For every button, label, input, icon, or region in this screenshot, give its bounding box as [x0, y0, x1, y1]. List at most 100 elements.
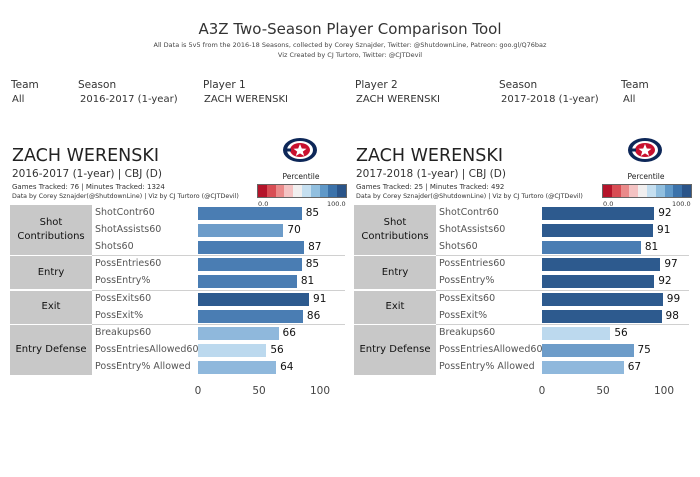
team-filter-right-label: Team: [621, 79, 649, 91]
metric-bar[interactable]: [198, 207, 302, 220]
x-tick-label: 100: [309, 385, 331, 397]
x-tick-label: 50: [252, 385, 266, 397]
team-filter-left[interactable]: All: [12, 94, 25, 105]
metric-bar[interactable]: [542, 326, 611, 340]
legend-swatch: [611, 185, 621, 197]
blue-jackets-logo-icon: [283, 138, 317, 162]
metric-bar[interactable]: [542, 360, 624, 374]
metric-bar[interactable]: [198, 326, 279, 340]
metric-label: ShotContr60: [95, 207, 155, 218]
legend-swatch: [293, 185, 302, 197]
viz-credit-note: Viz Created by CJ Turtoro, Twitter: @CJT…: [277, 51, 423, 59]
left-legend-max: 100.0: [327, 200, 346, 208]
metric-value: 91: [313, 292, 327, 305]
player-1-filter-label: Player 1: [203, 79, 246, 91]
metric-value: 75: [637, 343, 651, 356]
metric-bar[interactable]: [542, 275, 655, 289]
legend-swatch: [673, 185, 683, 197]
metric-label: PossEntriesAllowed60: [439, 343, 543, 355]
right-season-team: 2017-2018 (1-year) | CBJ (D): [356, 168, 506, 180]
legend-swatch: [655, 185, 665, 197]
metric-label: Breakups60: [95, 326, 152, 338]
metric-bar[interactable]: [198, 360, 277, 374]
metric-value: 86: [306, 309, 321, 322]
category-cell: Entry: [10, 256, 92, 290]
metric-value: 92: [658, 207, 672, 219]
legend-swatch: [310, 185, 320, 197]
legend-swatch: [629, 185, 639, 197]
legend-swatch: [319, 185, 329, 197]
metric-bar[interactable]: [542, 292, 663, 306]
category-cell: Entry: [354, 256, 436, 290]
left-games-tracked: Games Tracked: 76 | Minutes Tracked: 132…: [12, 183, 165, 191]
metric-label: PossExit%: [95, 309, 144, 321]
right-legend-title: Percentile: [627, 172, 665, 181]
metric-value: 81: [644, 241, 659, 254]
x-tick-label: 50: [596, 385, 610, 397]
metric-bar[interactable]: [198, 224, 284, 238]
player-2-filter[interactable]: ZACH WERENSKI: [356, 94, 441, 105]
right-player-name: ZACH WERENSKI: [356, 146, 504, 166]
data-source-note: All Data is 5v5 from the 2016-18 Seasons…: [153, 41, 547, 49]
legend-swatch: [328, 185, 338, 197]
metric-bar[interactable]: [198, 241, 305, 255]
legend-swatch: [275, 185, 285, 197]
metric-label: Shots60: [95, 241, 134, 253]
group-divider: [92, 255, 345, 257]
left-player-name: ZACH WERENSKI: [12, 146, 160, 166]
metric-bar[interactable]: [542, 309, 662, 323]
metric-bar[interactable]: [198, 292, 310, 306]
metric-label: PossEntries60: [95, 258, 162, 270]
group-divider: [436, 323, 689, 325]
category-cell: Exit: [10, 290, 92, 324]
legend-swatch: [682, 185, 691, 197]
metric-bar[interactable]: [542, 207, 655, 220]
metric-label: Shots60: [439, 241, 478, 253]
season-filter-right[interactable]: 2017-2018 (1-year): [501, 94, 599, 105]
metric-bar[interactable]: [542, 241, 641, 255]
metric-label: PossEntry%: [95, 275, 151, 287]
left-legend-title: Percentile: [282, 172, 320, 181]
legend-swatch: [258, 185, 267, 197]
player-2-filter-label: Player 2: [355, 79, 398, 91]
season-filter-right-label: Season: [499, 79, 538, 91]
season-filter-left-label: Season: [78, 79, 117, 91]
metric-bar[interactable]: [198, 309, 303, 323]
metric-value: 87: [308, 241, 322, 254]
metric-value: 70: [287, 224, 301, 237]
metric-label: ShotContr60: [439, 207, 499, 218]
metric-bar[interactable]: [198, 343, 267, 357]
legend-swatch: [301, 185, 311, 197]
left-comparison-chart: Shot Contributions ShotContr60 85 ShotAssis…: [10, 205, 345, 381]
metric-value: 92: [658, 275, 672, 288]
group-divider: [436, 255, 689, 257]
metric-label: PossEntry% Allowed: [439, 360, 535, 372]
metric-label: PossExits60: [439, 292, 496, 304]
category-cell: Entry Defense: [10, 324, 92, 375]
metric-label: PossEntry% Allowed: [95, 360, 191, 372]
metric-value: 67: [627, 360, 642, 373]
legend-swatch: [284, 185, 294, 197]
metric-value: 66: [282, 326, 296, 339]
legend-swatch: [266, 185, 276, 197]
metric-value: 97: [664, 258, 678, 271]
metric-bar[interactable]: [198, 258, 302, 272]
metric-value: 56: [270, 343, 284, 356]
metric-bar[interactable]: [198, 275, 297, 289]
legend-swatch: [646, 185, 656, 197]
metric-label: PossEntriesAllowed60: [95, 343, 199, 355]
category-cell: Shot Contributions: [354, 205, 436, 256]
blue-jackets-logo-icon: [628, 138, 662, 162]
legend-swatch: [664, 185, 674, 197]
metric-label: ShotAssists60: [439, 224, 506, 236]
player-1-filter[interactable]: ZACH WERENSKI: [204, 94, 289, 105]
metric-bar[interactable]: [542, 343, 634, 357]
right-credit: Data by Corey Sznajder(@ShutdownLine) | …: [356, 193, 583, 200]
left-percentile-legend: [257, 184, 347, 198]
season-filter-left[interactable]: 2016-2017 (1-year): [80, 94, 178, 105]
team-filter-right[interactable]: All: [623, 94, 636, 105]
metric-bar[interactable]: [542, 224, 654, 238]
group-divider: [92, 289, 345, 291]
metric-bar[interactable]: [542, 258, 661, 272]
category-cell: Exit: [354, 290, 436, 324]
